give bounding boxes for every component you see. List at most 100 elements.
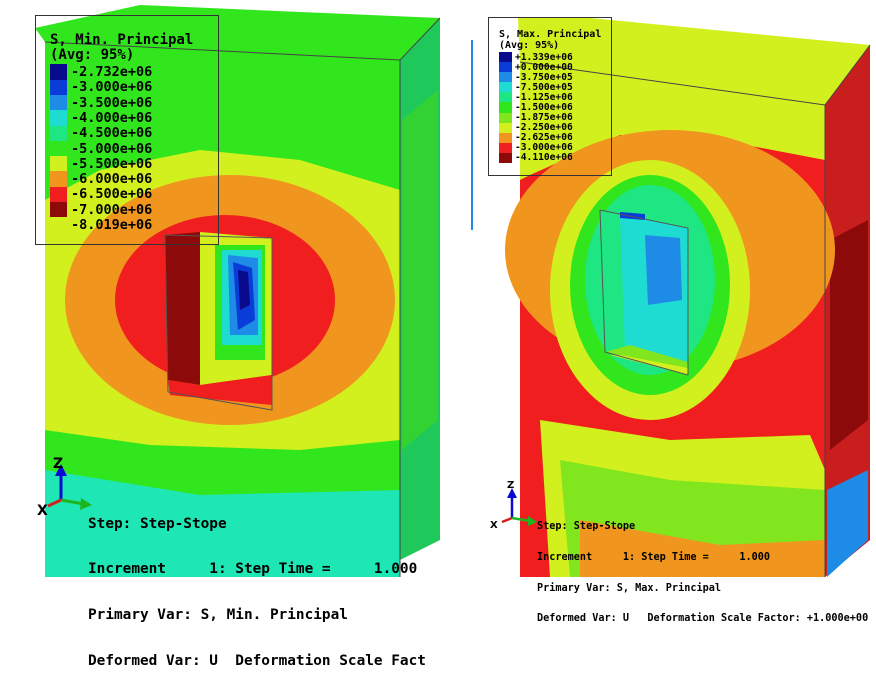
right-legend-swatch — [499, 52, 512, 63]
right-info-increment: Increment 1: Step Time = 1.000 — [537, 552, 771, 564]
left-legend-row: -3.000e+06 — [36, 79, 218, 96]
right-legend-label: -2.625e+06 — [515, 132, 573, 144]
left-legend-label: -4.000e+06 — [71, 109, 153, 126]
right-legend-label: +1.339e+06 — [515, 51, 573, 63]
left-info-text: Step: Step-Stope Increment 1: Step Time … — [88, 486, 426, 700]
right-legend-row: +1.339e+06 — [489, 51, 611, 63]
right-legend-swatch — [499, 132, 512, 143]
left-legend-swatch — [50, 171, 67, 187]
right-legend-row: -2.250e+06 — [489, 122, 611, 133]
right-legend-swatch — [499, 62, 512, 73]
right-legend-label: -7.500e+05 — [515, 81, 573, 93]
left-info-deformed-var: Deformed Var: U Deformation Scale Fact — [88, 653, 426, 670]
left-axis-triad — [47, 464, 92, 510]
left-x-axis — [47, 498, 62, 508]
right-info-deformed-var: Deformed Var: U Deformation Scale Factor… — [537, 613, 869, 625]
right-legend-row: -2.625e+06 — [489, 132, 611, 144]
right-info-text: Step: Step-Stope Increment 1: Step Time … — [537, 502, 868, 645]
left-legend-label: -3.500e+06 — [71, 94, 153, 111]
right-legend-label: -1.125e+06 — [515, 91, 573, 103]
left-info-primary-var: Primary Var: S, Min. Principal — [88, 607, 348, 624]
right-legend-swatch — [499, 92, 512, 103]
right-y-arrow — [528, 516, 537, 526]
left-legend-swatch — [50, 125, 67, 141]
left-legend-title: S, Min. Principal (Avg: 95%) — [50, 33, 218, 62]
right-legend-swatch — [499, 82, 512, 93]
left-right-face-band — [402, 90, 438, 450]
left-legend-row: -5.500e+06 — [36, 155, 218, 172]
left-legend-swatch — [50, 202, 67, 218]
left-legend-row: -4.500e+06 — [36, 125, 218, 142]
left-contour-plot — [35, 5, 440, 577]
right-legend-swatch — [499, 102, 512, 113]
right-legend-row: -3.750e+05 — [489, 71, 611, 83]
right-z-label: Z — [507, 480, 515, 491]
left-legend-label: -6.500e+06 — [71, 186, 153, 203]
left-legend-row: -5.000e+06 — [36, 141, 218, 157]
right-y-axis — [511, 516, 531, 523]
left-legend-swatch — [50, 94, 67, 111]
left-front-green-top — [45, 42, 400, 200]
left-legend-swatch — [50, 110, 67, 126]
left-legend-row: -6.500e+06 — [36, 186, 218, 203]
left-opening-darkred — [165, 232, 200, 385]
right-front-orange-bottom — [580, 520, 825, 577]
right-legend-title: S, Max. Principal (Avg: 95%) — [499, 29, 611, 51]
left-legend-label: -6.000e+06 — [71, 171, 153, 188]
left-legend: S, Min. Principal (Avg: 95%) -2.732e+06-… — [35, 15, 219, 245]
right-info-primary-var: Primary Var: S, Max. Principal — [537, 582, 722, 594]
right-legend-label: -1.875e+06 — [515, 112, 573, 124]
left-x-label: X — [37, 503, 48, 519]
left-legend-title-line1: S, Min. Principal — [50, 32, 194, 48]
right-contour-plot — [471, 18, 871, 577]
left-legend-label: -8.019e+06 — [71, 217, 153, 233]
left-legend-row: -6.000e+06 — [36, 171, 218, 188]
right-legend-title-line2: (Avg: 95%) — [499, 39, 560, 51]
left-y-arrow — [80, 498, 92, 510]
left-legend-swatch — [50, 64, 67, 80]
right-right-face-bottom — [827, 470, 868, 577]
left-legend-label: -3.000e+06 — [71, 79, 153, 96]
left-legend-label: -4.500e+06 — [71, 125, 153, 142]
right-legend-row: -4.110e+06 — [489, 152, 611, 164]
left-y-axis — [60, 498, 85, 506]
right-legend-swatch — [499, 152, 512, 164]
right-right-face-darkred — [830, 220, 868, 450]
right-contour-panel: S, Max. Principal (Avg: 95%) +1.339e+06 +… — [470, 0, 876, 624]
left-legend-row: -2.732e+06 — [36, 64, 218, 81]
left-legend-row: -3.500e+06 — [36, 94, 218, 111]
left-contour-panel: S, Min. Principal (Avg: 95%) -2.732e+06-… — [0, 0, 440, 669]
right-legend-row: -1.500e+06 — [489, 102, 611, 114]
right-info-step: Step: Step-Stope — [537, 521, 636, 533]
right-legend-label: -4.110e+06 — [515, 152, 573, 164]
right-legend-swatch — [499, 112, 512, 123]
right-opening-edge — [599, 209, 689, 376]
left-opening-floor — [168, 375, 272, 405]
left-legend-row: -8.019e+06 — [36, 217, 218, 233]
left-z-label: Z — [53, 456, 64, 472]
right-legend-swatch — [499, 142, 512, 153]
right-legend-row: +0.000e+00 — [489, 61, 611, 73]
left-legend-label: -2.732e+06 — [71, 64, 153, 81]
right-axis-triad — [501, 488, 537, 526]
right-legend-label: +0.000e+00 — [515, 61, 573, 73]
right-opening-left-side — [600, 210, 625, 352]
right-legend-row: -1.875e+06 — [489, 112, 611, 124]
left-legend-swatch — [50, 79, 67, 95]
right-legend-label: -1.500e+06 — [515, 102, 573, 114]
left-info-step: Step: Step-Stope — [88, 515, 227, 532]
left-legend-swatch — [50, 156, 67, 172]
right-x-axis — [501, 516, 513, 524]
left-legend-label: -5.500e+06 — [71, 155, 153, 172]
left-legend-swatch — [50, 186, 67, 203]
left-legend-row: -4.000e+06 — [36, 109, 218, 126]
left-legend-label: -7.000e+06 — [71, 201, 153, 218]
right-x-label: X — [490, 520, 498, 531]
left-opening-edge — [164, 234, 273, 411]
left-legend-swatch — [50, 217, 67, 232]
left-z-arrow — [55, 464, 67, 476]
right-legend-row: -7.500e+05 — [489, 81, 611, 93]
right-legend-label: -3.750e+05 — [515, 71, 573, 83]
left-legend-row: -7.000e+06 — [36, 201, 218, 218]
right-z-arrow — [507, 488, 517, 498]
